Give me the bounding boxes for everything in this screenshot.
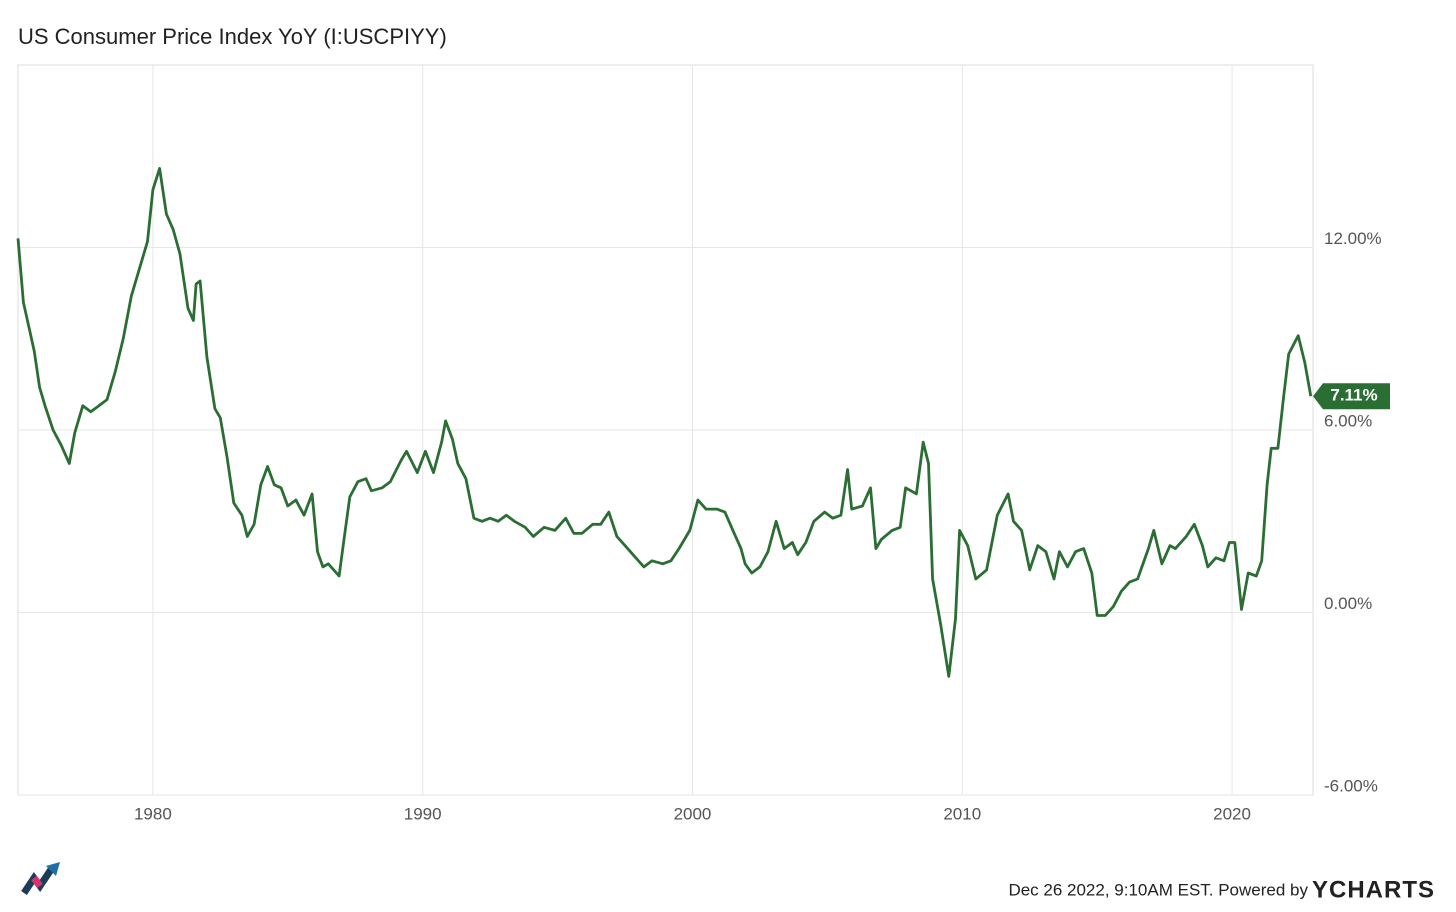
y-tick-label: -6.00%: [1324, 776, 1378, 795]
logo: [21, 862, 60, 895]
brand: YCHARTS: [1312, 876, 1435, 903]
end-label: 7.11%: [1330, 386, 1377, 405]
x-tick-label: 2010: [943, 804, 981, 823]
chart-title: US Consumer Price Index YoY (I:USCPIYY): [18, 24, 447, 49]
line: [16, 167, 1313, 678]
x-tick-label: 1990: [404, 804, 442, 823]
x-tick-label: 1980: [134, 804, 172, 823]
footer: Dec 26 2022, 9:10AM EST. Powered by: [1008, 880, 1308, 899]
y-tick-label: 12.00%: [1324, 229, 1382, 248]
x-tick-label: 2000: [674, 804, 712, 823]
y-tick-label: 6.00%: [1324, 411, 1372, 430]
y-tick-label: 0.00%: [1324, 594, 1372, 613]
x-tick-label: 2020: [1213, 804, 1251, 823]
end-label-box: [1313, 383, 1390, 410]
